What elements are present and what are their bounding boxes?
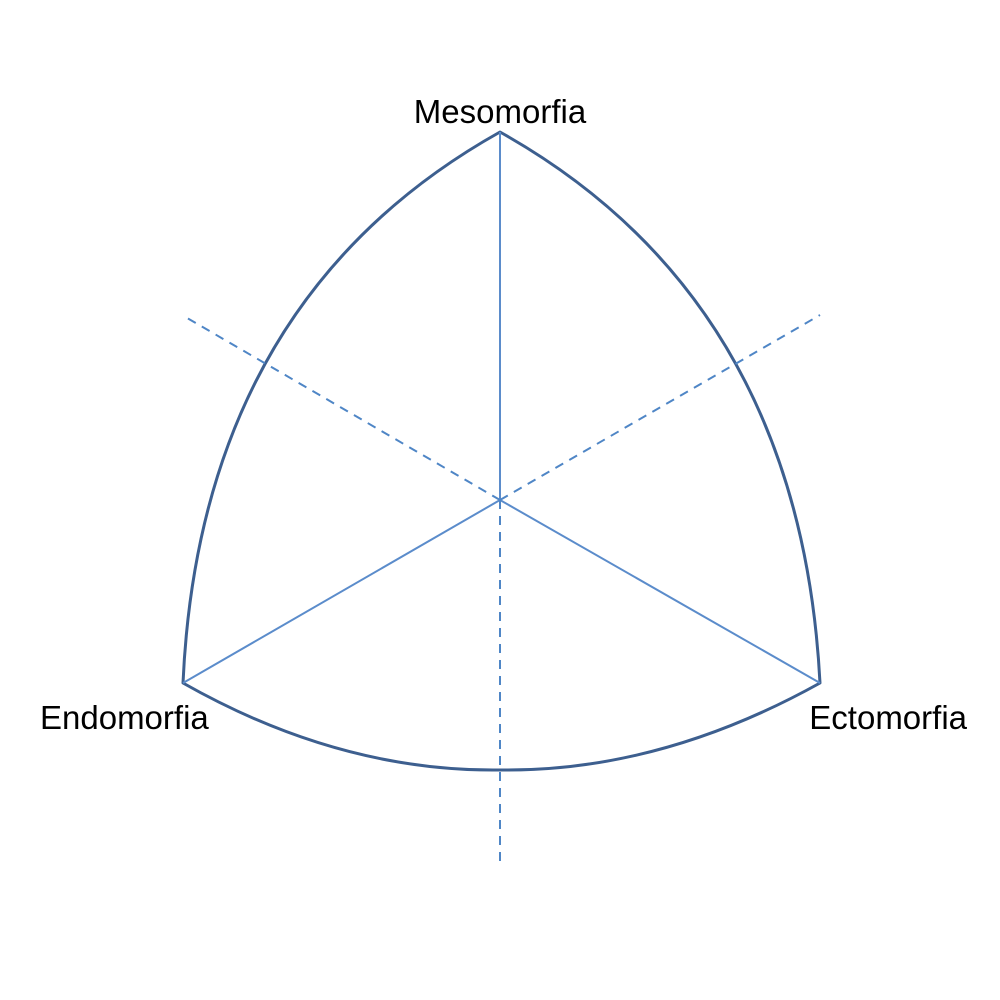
dashed-axis-upper-left [181,314,501,501]
somatochart-outline [181,130,822,772]
axis-endomorphy [182,499,501,684]
label-mesomorfia: Mesomorfia [414,93,587,130]
axis-ectomorphy [499,499,821,684]
dashed-axis-upper-right [499,314,821,501]
label-endomorfia: Endomorfia [40,699,209,736]
label-ectomorfia: Ectomorfia [809,699,967,736]
